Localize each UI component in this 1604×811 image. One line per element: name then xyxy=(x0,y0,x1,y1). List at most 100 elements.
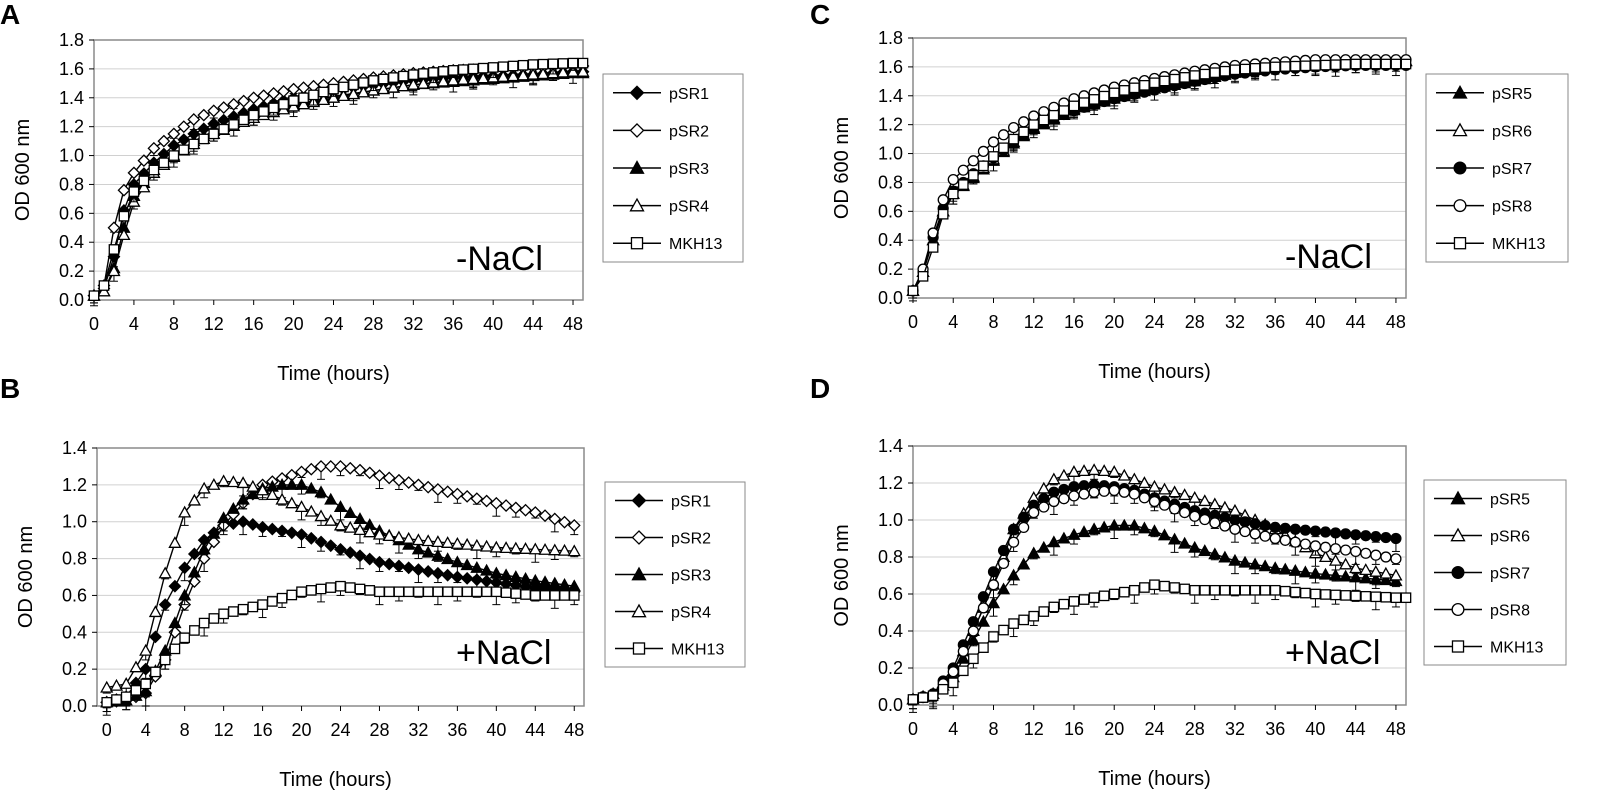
y-tick-label: 1.0 xyxy=(59,146,84,166)
x-tick-label: 4 xyxy=(141,720,151,740)
data-point-psr1 xyxy=(421,565,435,578)
x-tick-label: 28 xyxy=(369,720,389,740)
x-tick-label: 20 xyxy=(292,720,312,740)
data-point-psr7 xyxy=(1068,481,1080,493)
x-tick-label: 28 xyxy=(1185,312,1205,332)
data-point-psr1 xyxy=(149,630,162,644)
legend-marker-psr1 xyxy=(631,493,647,508)
data-point-psr2 xyxy=(373,469,386,483)
y-tick-label: 0.8 xyxy=(878,172,903,192)
data-point-psr4 xyxy=(178,505,192,518)
legend-item-psr6: pSR6 xyxy=(1434,527,1530,546)
legend-item-psr6: pSR6 xyxy=(1436,122,1532,140)
data-point-psr4 xyxy=(446,73,460,86)
data-point-psr7 xyxy=(1249,518,1261,530)
data-point-psr1 xyxy=(343,546,357,560)
data-point-psr2 xyxy=(460,489,474,503)
data-point-mkh13 xyxy=(383,586,395,598)
legend-marker-psr2 xyxy=(629,122,645,138)
data-point-psr3 xyxy=(324,492,338,505)
y-axis-title: OD 600 nm xyxy=(831,117,853,219)
x-tick-label: 8 xyxy=(180,720,190,740)
y-tick-label: 0.2 xyxy=(62,659,87,679)
data-point-psr2 xyxy=(431,483,445,496)
data-point-psr4 xyxy=(567,544,581,557)
x-tick-label: 24 xyxy=(330,720,350,740)
data-point-mkh13 xyxy=(88,290,100,301)
data-point-mkh13 xyxy=(1390,58,1402,70)
data-point-psr4 xyxy=(353,523,367,536)
data-point-psr4 xyxy=(304,504,318,517)
x-tick-label: 36 xyxy=(443,314,463,334)
legend-item-psr3: pSR3 xyxy=(615,566,711,585)
x-tick-label: 4 xyxy=(129,314,139,334)
legend-marker-mkh13 xyxy=(630,237,644,250)
x-tick-label: 20 xyxy=(284,314,304,334)
data-point-mkh13 xyxy=(218,608,229,620)
data-point-mkh13 xyxy=(344,582,356,593)
legend-label: MKH13 xyxy=(1490,640,1543,657)
data-point-psr8 xyxy=(977,145,990,157)
data-point-mkh13 xyxy=(1068,100,1080,112)
data-point-mkh13 xyxy=(1008,133,1019,145)
data-point-mkh13 xyxy=(1169,582,1180,593)
data-point-mkh13 xyxy=(1038,114,1050,126)
legend-item-mkh13: MKH13 xyxy=(615,642,724,659)
data-point-mkh13 xyxy=(403,586,415,598)
data-point-psr8 xyxy=(1018,521,1030,534)
data-point-mkh13 xyxy=(208,613,220,624)
data-point-psr4 xyxy=(207,478,221,490)
data-point-psr1 xyxy=(460,571,474,585)
data-point-psr3 xyxy=(557,577,572,590)
data-point-psr5 xyxy=(1208,547,1222,560)
data-point-psr2 xyxy=(470,492,484,506)
data-point-mkh13 xyxy=(1209,67,1221,78)
data-point-mkh13 xyxy=(1300,587,1311,599)
data-point-psr3 xyxy=(178,588,192,601)
data-point-psr2 xyxy=(489,496,503,510)
data-point-psr2 xyxy=(277,84,291,98)
data-point-mkh13 xyxy=(140,678,152,690)
data-point-psr7 xyxy=(1259,519,1271,532)
data-point-psr6 xyxy=(1188,490,1202,503)
legend-label: pSR7 xyxy=(1492,161,1532,178)
data-point-mkh13 xyxy=(413,586,424,598)
data-point-psr7 xyxy=(1058,483,1070,496)
y-tick-label: 0.2 xyxy=(59,261,84,281)
data-point-psr4 xyxy=(396,79,410,92)
data-point-psr4 xyxy=(382,529,396,542)
data-point-psr1 xyxy=(139,662,153,676)
data-point-mkh13 xyxy=(432,586,444,598)
data-point-mkh13 xyxy=(1169,73,1180,85)
data-point-mkh13 xyxy=(198,133,210,145)
data-point-psr4 xyxy=(576,64,590,77)
data-point-psr3 xyxy=(470,560,484,573)
data-point-mkh13 xyxy=(118,210,130,222)
data-point-psr4 xyxy=(536,67,550,79)
y-tick-label: 1.6 xyxy=(878,57,903,77)
data-point-psr5 xyxy=(1147,524,1162,537)
data-point-mkh13 xyxy=(296,586,307,598)
data-point-mkh13 xyxy=(1310,588,1321,600)
condition-label: +NaCl xyxy=(456,634,551,672)
data-point-mkh13 xyxy=(1078,594,1090,605)
data-point-psr4 xyxy=(139,643,153,656)
data-point-psr4 xyxy=(436,74,450,87)
data-point-mkh13 xyxy=(348,79,359,91)
x-axis-title: Time (hours) xyxy=(1098,768,1211,790)
data-point-psr4 xyxy=(506,69,520,82)
data-point-psr2 xyxy=(548,512,562,526)
data-point-psr4 xyxy=(450,536,464,549)
data-point-psr6 xyxy=(1107,465,1121,477)
data-point-psr4 xyxy=(294,500,309,513)
data-point-mkh13 xyxy=(305,585,317,596)
data-point-psr8 xyxy=(977,602,990,614)
data-point-psr1 xyxy=(187,547,201,561)
y-tick-label: 0.4 xyxy=(878,621,903,641)
data-point-psr5 xyxy=(1047,535,1061,548)
data-point-psr5 xyxy=(1359,571,1373,584)
data-point-psr8 xyxy=(1259,530,1271,542)
data-point-mkh13 xyxy=(1139,79,1150,91)
legend-item-psr4: pSR4 xyxy=(613,197,709,216)
data-point-mkh13 xyxy=(169,643,181,655)
